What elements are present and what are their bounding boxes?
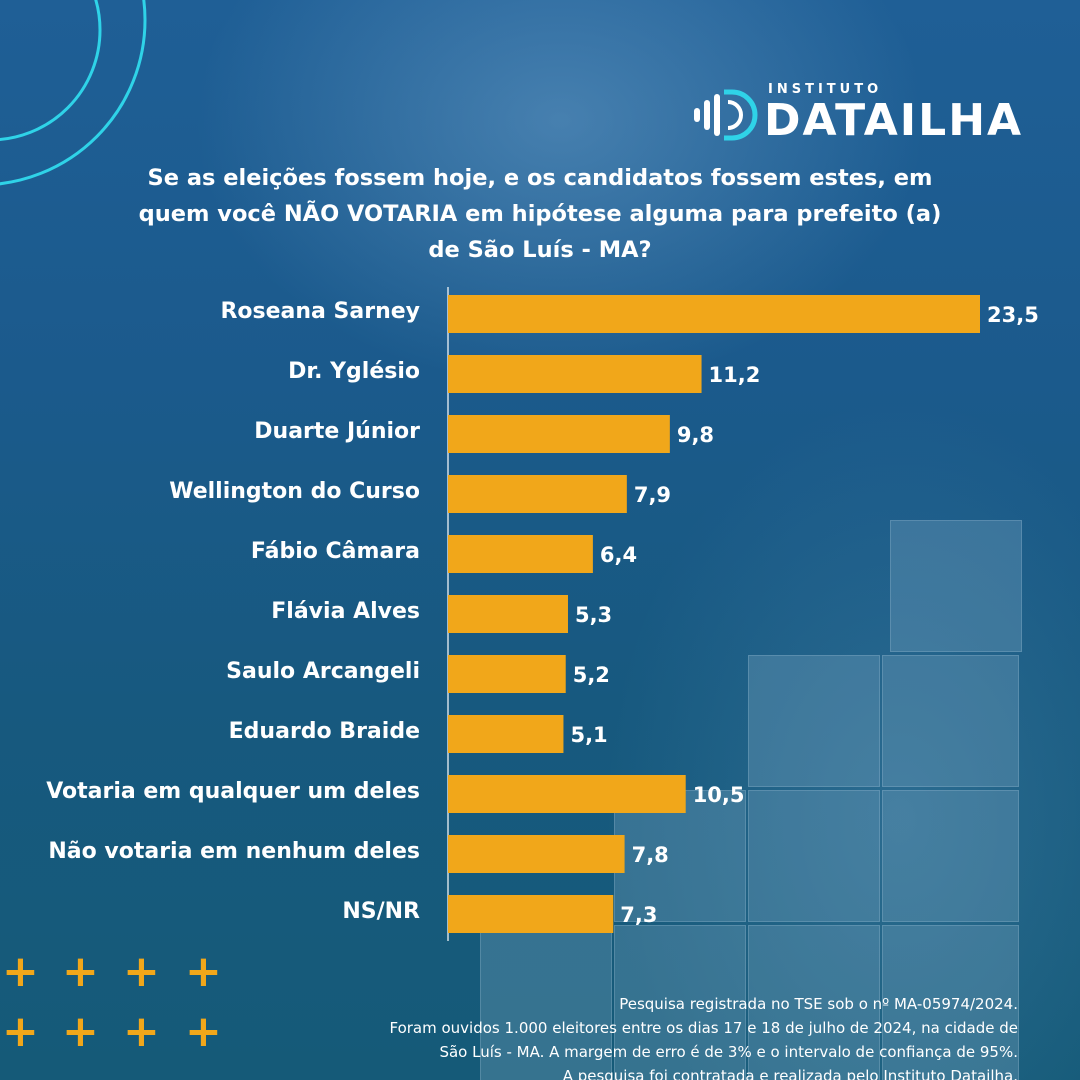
category-label: Votaria em qualquer um deles (46, 779, 420, 804)
value-label: 7,8 (632, 843, 669, 867)
chart-title: Se as eleições fossem hoje, e os candida… (110, 160, 970, 268)
bg-block (748, 790, 880, 922)
value-label: 7,3 (620, 903, 657, 927)
footnote-line: São Luís - MA. A margem de erro é de 3% … (439, 1043, 1018, 1061)
signal-logo-icon (694, 89, 758, 141)
footnote-line: A pesquisa foi contratada e realizada pe… (562, 1067, 1018, 1080)
logo-name-text: DATAILHA (764, 95, 1024, 146)
category-label: Saulo Arcangeli (226, 659, 420, 684)
bg-block (882, 925, 1019, 1080)
value-label: 7,9 (634, 483, 671, 507)
category-label: Duarte Júnior (254, 419, 420, 444)
footnote-line: Foram ouvidos 1.000 eleitores entre os d… (389, 1019, 1018, 1037)
plus-icon: + (62, 946, 99, 997)
plus-icon: + (185, 1006, 222, 1057)
bar (448, 835, 625, 873)
bar (448, 355, 702, 393)
plus-icon: + (123, 1006, 160, 1057)
value-label: 23,5 (987, 303, 1039, 327)
datailha-logo: INSTITUTO DATAILHA (690, 82, 1035, 152)
decorative-arcs (0, 0, 147, 186)
category-label: Roseana Sarney (220, 299, 420, 324)
survey-footnote: Pesquisa registrada no TSE sob o nº MA-0… (258, 992, 1018, 1080)
category-label: Fábio Câmara (251, 539, 420, 564)
plus-icon: + (185, 946, 222, 997)
category-label: Não votaria em nenhum deles (48, 839, 420, 864)
bg-block (882, 655, 1019, 787)
bg-block (882, 790, 1019, 922)
value-label: 11,2 (709, 363, 761, 387)
title-line: Se as eleições fossem hoje, e os candida… (147, 165, 933, 191)
bar (448, 775, 686, 813)
value-label: 6,4 (600, 543, 637, 567)
value-label: 5,2 (573, 663, 610, 687)
category-label: Flávia Alves (271, 599, 420, 624)
plus-icon: + (2, 1006, 39, 1057)
bar (448, 895, 614, 933)
category-label: NS/NR (342, 899, 420, 924)
bar (448, 415, 670, 453)
plus-icon: + (2, 946, 39, 997)
bg-block (614, 925, 746, 1080)
plus-icon: + (123, 946, 160, 997)
title-line: de São Luís - MA? (428, 237, 652, 263)
category-label: Dr. Yglésio (288, 359, 420, 384)
value-label: 5,3 (575, 603, 612, 627)
title-line: quem você NÃO VOTARIA em hipótese alguma… (138, 201, 942, 227)
value-label: 9,8 (677, 423, 714, 447)
bar (448, 715, 564, 753)
bg-block (748, 655, 880, 787)
category-label: Eduardo Braide (229, 719, 420, 744)
logo-instituto-text: INSTITUTO (768, 82, 883, 97)
bar (448, 535, 593, 573)
category-label: Wellington do Curso (169, 479, 420, 504)
value-label: 10,5 (693, 783, 745, 807)
bg-block (890, 520, 1022, 652)
bg-block (480, 925, 612, 1080)
value-label: 5,1 (570, 723, 607, 747)
bg-block (748, 925, 880, 1080)
bar (448, 595, 568, 633)
plus-icon: + (62, 1006, 99, 1057)
bar (448, 475, 627, 513)
bar (448, 295, 980, 333)
bar (448, 655, 566, 693)
footnote-line: Pesquisa registrada no TSE sob o nº MA-0… (619, 995, 1018, 1013)
